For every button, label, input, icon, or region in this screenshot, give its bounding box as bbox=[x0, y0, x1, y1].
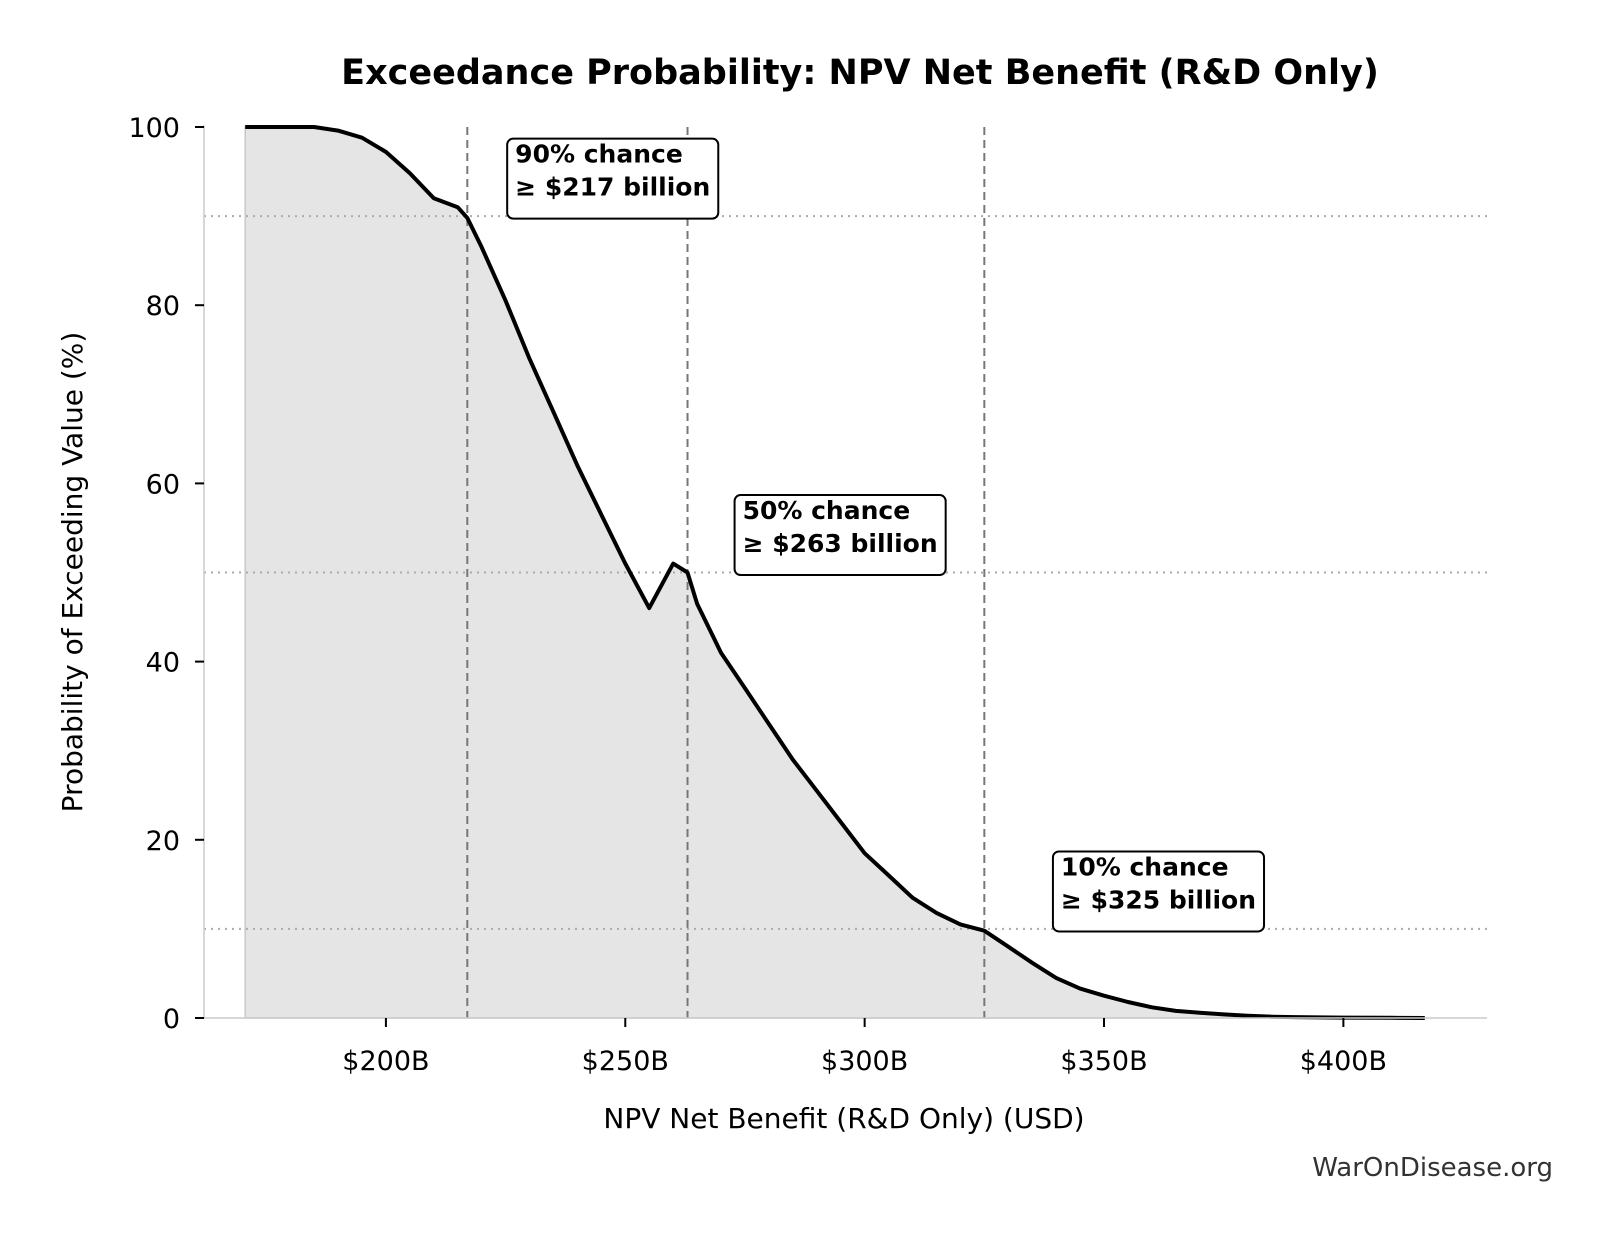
y-tick-label: 100 bbox=[128, 113, 180, 144]
chart-title: Exceedance Probability: NPV Net Benefit … bbox=[341, 53, 1379, 93]
annotation-frame bbox=[1051, 850, 1266, 933]
x-tick-label: $250B bbox=[582, 1046, 669, 1077]
annotation-frame bbox=[733, 494, 947, 577]
y-tick-label: 0 bbox=[163, 1004, 180, 1035]
annotation-box: 50% chance ≥ $263 billion bbox=[733, 494, 947, 577]
annotation-box: 10% chance ≥ $325 billion bbox=[1051, 850, 1266, 933]
credit-text: WarOnDisease.org bbox=[1312, 1153, 1553, 1183]
x-tick-label: $400B bbox=[1300, 1046, 1387, 1077]
annotation-box: 90% chance ≥ $217 billion bbox=[506, 137, 720, 220]
x-tick-label: $300B bbox=[821, 1046, 908, 1077]
x-axis-label: NPV Net Benefit (R&D Only) (USD) bbox=[603, 1102, 1084, 1135]
annotation-line-1: 50% chance bbox=[743, 496, 911, 525]
annotations: 90% chance ≥ $217 billion 50% chance ≥ $263… bbox=[506, 137, 1266, 933]
y-tick-label: 80 bbox=[146, 291, 180, 322]
y-tick-label: 60 bbox=[146, 469, 180, 500]
annotation-line-2: ≥ $217 billion bbox=[515, 173, 710, 202]
annotation-frame bbox=[506, 137, 720, 220]
y-axis-ticks: 0 20 40 60 80 100 bbox=[128, 113, 204, 1035]
annotation-line-1: 90% chance bbox=[515, 140, 683, 169]
y-tick-label: 20 bbox=[146, 826, 180, 857]
exceedance-curve bbox=[245, 125, 1425, 1020]
x-axis-ticks: $200B $250B $300B $350B $400B bbox=[342, 1018, 1387, 1077]
annotation-line-2: ≥ $325 billion bbox=[1061, 885, 1256, 914]
y-tick-label: 40 bbox=[146, 648, 180, 679]
x-tick-label: $350B bbox=[1060, 1046, 1147, 1077]
y-axis-label: Probability of Exceeding Value (%) bbox=[56, 332, 89, 813]
annotation-line-1: 10% chance bbox=[1061, 852, 1229, 881]
plot-area: $200B $250B $300B $350B $400B 0 20 40 60 80 100 9… bbox=[128, 113, 1487, 1077]
annotation-line-2: ≥ $263 billion bbox=[743, 529, 938, 558]
x-tick-label: $200B bbox=[342, 1046, 429, 1077]
